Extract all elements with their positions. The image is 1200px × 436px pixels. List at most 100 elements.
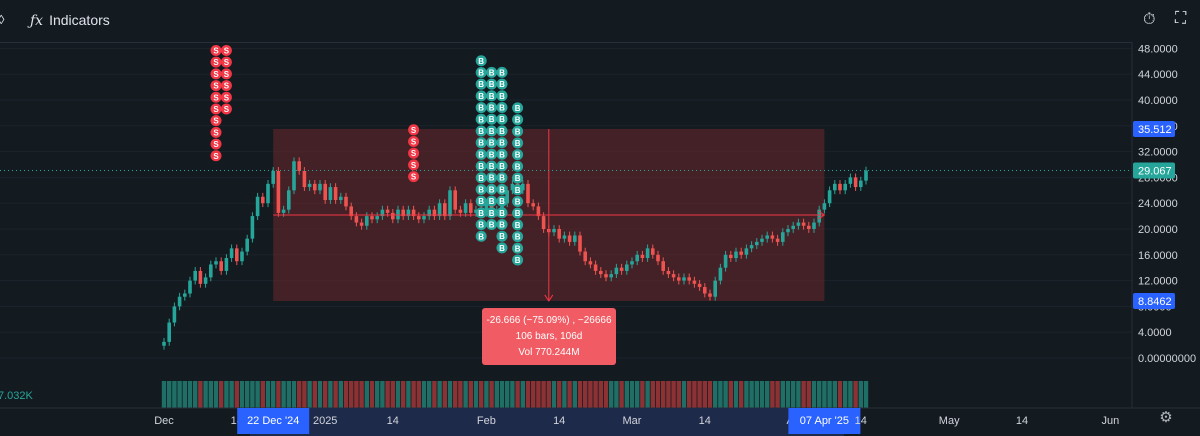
buy-marker: [475, 148, 487, 160]
candle-body: [162, 341, 166, 346]
volume-bar: [468, 381, 473, 408]
sell-marker: [210, 138, 222, 150]
buy-marker-label: B: [515, 197, 521, 206]
buy-marker: [486, 207, 498, 219]
volume-bar: [645, 381, 650, 408]
volume-bar: [219, 381, 224, 408]
symbol-icon[interactable]: ◊: [0, 12, 5, 27]
buy-marker: [496, 160, 508, 172]
buy-marker-label: B: [489, 174, 495, 183]
buy-marker-label: B: [499, 162, 505, 171]
volume-bar: [661, 381, 666, 408]
replay-clock-icon[interactable]: ⏱: [1143, 11, 1156, 28]
candle-body: [791, 225, 795, 229]
volume-bar: [837, 381, 843, 408]
volume-bar: [583, 381, 588, 408]
volume-bar: [827, 381, 832, 408]
candle-body: [729, 254, 733, 259]
buy-marker-label: B: [478, 209, 484, 218]
candle-body: [692, 280, 697, 284]
volume-bar: [629, 381, 635, 408]
volume-bar: [187, 381, 193, 408]
buy-marker: [496, 90, 508, 102]
candle-body: [469, 203, 473, 213]
buy-marker: [486, 195, 498, 207]
volume-bar: [369, 381, 375, 408]
buy-marker: [512, 184, 524, 196]
measure-arrow-right: [818, 210, 826, 220]
candle-body: [323, 183, 327, 200]
fullscreen-icon[interactable]: ⛶: [1175, 10, 1187, 27]
volume-bar: [234, 381, 239, 408]
sell-marker: [408, 136, 420, 147]
volume-bar: [505, 381, 510, 408]
buy-marker-label: B: [515, 209, 521, 218]
volume-bars: [161, 381, 869, 408]
candlestick-chart[interactable]: SSSSSSSSSSSSSSSSSSSSSBBBBBBBBBBBBBBBBBBB…: [0, 42, 1200, 436]
volume-label: 7.032K: [0, 390, 34, 402]
volume-bar: [442, 381, 447, 408]
buy-marker-label: B: [478, 185, 484, 194]
volume-bar: [525, 381, 531, 408]
sell-marker-label: S: [213, 82, 219, 91]
volume-bar: [224, 381, 229, 408]
buy-marker: [486, 137, 498, 149]
candle-body: [307, 183, 312, 188]
volume-bar: [848, 381, 853, 408]
buy-marker-label: B: [499, 174, 505, 183]
x-tick-label: Mar: [623, 415, 642, 427]
sell-marker-label: S: [224, 93, 230, 102]
volume-bar: [458, 381, 463, 408]
volume-bar: [406, 381, 411, 408]
measure-bars: 106 bars, 106d: [515, 331, 583, 342]
volume-bar: [640, 381, 645, 408]
buy-marker: [475, 113, 487, 125]
candle-body: [671, 274, 676, 278]
sell-marker-label: S: [213, 152, 219, 161]
candle-body: [276, 170, 281, 213]
sell-marker: [408, 124, 420, 136]
candle-body: [677, 277, 681, 281]
candle-body: [609, 274, 613, 278]
indicators-button[interactable]: ƒx Indicators: [30, 12, 110, 29]
y-tick-label: 0.00000000: [1138, 353, 1196, 365]
candle-body: [708, 293, 712, 297]
buy-marker-label: B: [499, 244, 505, 253]
y-tick-label: 24.0000: [1138, 198, 1178, 210]
y-tick-label: 4.0000: [1138, 327, 1172, 339]
volume-bar: [619, 381, 624, 408]
sell-marker-label: S: [224, 82, 230, 91]
buy-marker-label: B: [515, 256, 521, 265]
volume-bar: [473, 381, 479, 408]
candle-body: [354, 216, 359, 223]
buy-marker-label: B: [478, 162, 484, 171]
volume-bar: [822, 381, 827, 408]
candle-body: [864, 170, 868, 181]
buy-marker-label: B: [489, 80, 495, 89]
volume-bar: [614, 381, 619, 408]
buy-marker: [475, 102, 487, 114]
candle-body: [224, 258, 229, 271]
buy-marker: [496, 137, 508, 149]
volume-bar: [479, 381, 484, 408]
candle-body: [588, 261, 593, 265]
buy-marker: [512, 254, 524, 266]
buy-marker: [496, 207, 508, 219]
candle-body: [593, 264, 598, 271]
buy-marker-label: B: [515, 221, 521, 230]
volume-bar: [499, 381, 505, 408]
candle-body: [463, 203, 468, 213]
buy-marker: [512, 160, 524, 172]
candle-body: [437, 203, 442, 217]
volume-bar: [239, 381, 245, 408]
volume-bar: [489, 381, 494, 408]
price-badge-label: 29.067: [1138, 166, 1172, 178]
settings-gear-icon[interactable]: ⚙: [1159, 409, 1173, 426]
buy-marker-label: B: [478, 80, 484, 89]
volume-bar: [312, 381, 317, 408]
volume-bar: [650, 381, 655, 408]
buy-marker-label: B: [478, 92, 484, 101]
sell-marker-label: S: [213, 93, 219, 102]
buy-marker-label: B: [478, 150, 484, 159]
